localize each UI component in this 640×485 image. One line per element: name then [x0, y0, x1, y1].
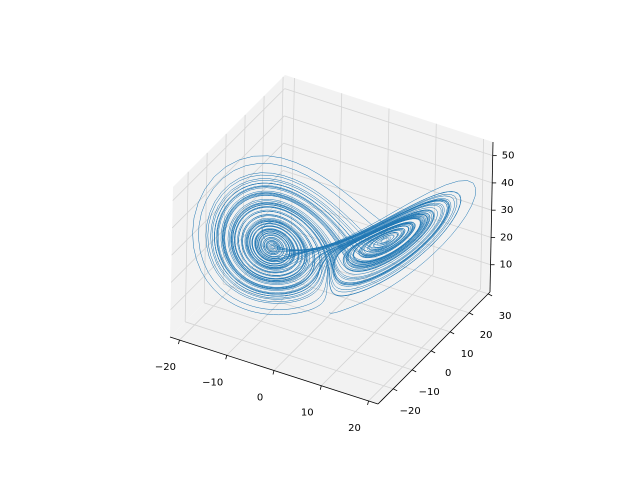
z-grid-line [284, 115, 493, 184]
z-grid-line [172, 88, 286, 201]
z-tick-label: 30 [501, 205, 514, 216]
y-tick-label: 10 [461, 349, 474, 360]
x-tick [178, 339, 180, 345]
y-grid-line [223, 283, 432, 352]
z-tick-label: 40 [501, 178, 514, 189]
y-tick [468, 312, 474, 316]
y-tick [430, 350, 436, 354]
lorenz-trajectory-line [192, 155, 477, 316]
grid-lines [170, 76, 493, 402]
z-grid-line [171, 142, 284, 256]
y-tick-label: −10 [419, 387, 440, 398]
y-grid-line [204, 302, 413, 371]
x-grid-line [338, 93, 343, 244]
y-grid-line [260, 245, 470, 314]
axis-lines [169, 141, 497, 406]
z-axis-line [489, 141, 494, 293]
x-grid-line [320, 273, 434, 387]
y-grid-line [185, 321, 394, 390]
y-tick [487, 293, 493, 297]
x-grid-line [480, 138, 484, 289]
y-tick-label: −20 [400, 406, 421, 417]
x-grid-line [179, 227, 292, 341]
z-grid-line [283, 142, 492, 211]
x-tick [272, 370, 275, 375]
z-grid-line [171, 115, 285, 229]
z-tick-label: 10 [500, 260, 513, 271]
y-axis-line [377, 291, 491, 405]
y-tick-label: 20 [480, 330, 493, 341]
x-grid-line [368, 288, 481, 402]
y-tick-label: 30 [499, 311, 512, 322]
x-tick [319, 385, 322, 390]
x-tick-label: 20 [348, 423, 361, 434]
y-grid-line [222, 133, 227, 284]
y-grid-line [184, 171, 189, 322]
z-tick-label: 20 [500, 232, 513, 243]
tick-labels: −20 −10 0 10 20 −20 −10 0 10 20 30 10 20 30 40 50 [155, 151, 515, 434]
y-tick [393, 388, 398, 392]
z-tick-label: 50 [502, 151, 515, 162]
y-grid-line [279, 76, 284, 227]
x-tick [367, 400, 369, 406]
left-pane [170, 75, 285, 337]
y-tick [449, 331, 455, 335]
x-tick-label: 10 [301, 408, 314, 419]
x-tick-label: 0 [257, 393, 263, 404]
y-grid-line [203, 152, 208, 303]
x-tick [225, 355, 228, 360]
y-grid-line [242, 264, 451, 333]
y-tick [411, 369, 417, 373]
x-grid-line [432, 123, 437, 274]
z-grid-line [170, 170, 284, 283]
x-tick-label: −10 [202, 377, 223, 388]
z-grid-line [284, 88, 493, 157]
y-tick-label: 0 [445, 368, 451, 379]
x-grid-line [291, 78, 295, 229]
x-tick-label: −20 [155, 362, 176, 373]
